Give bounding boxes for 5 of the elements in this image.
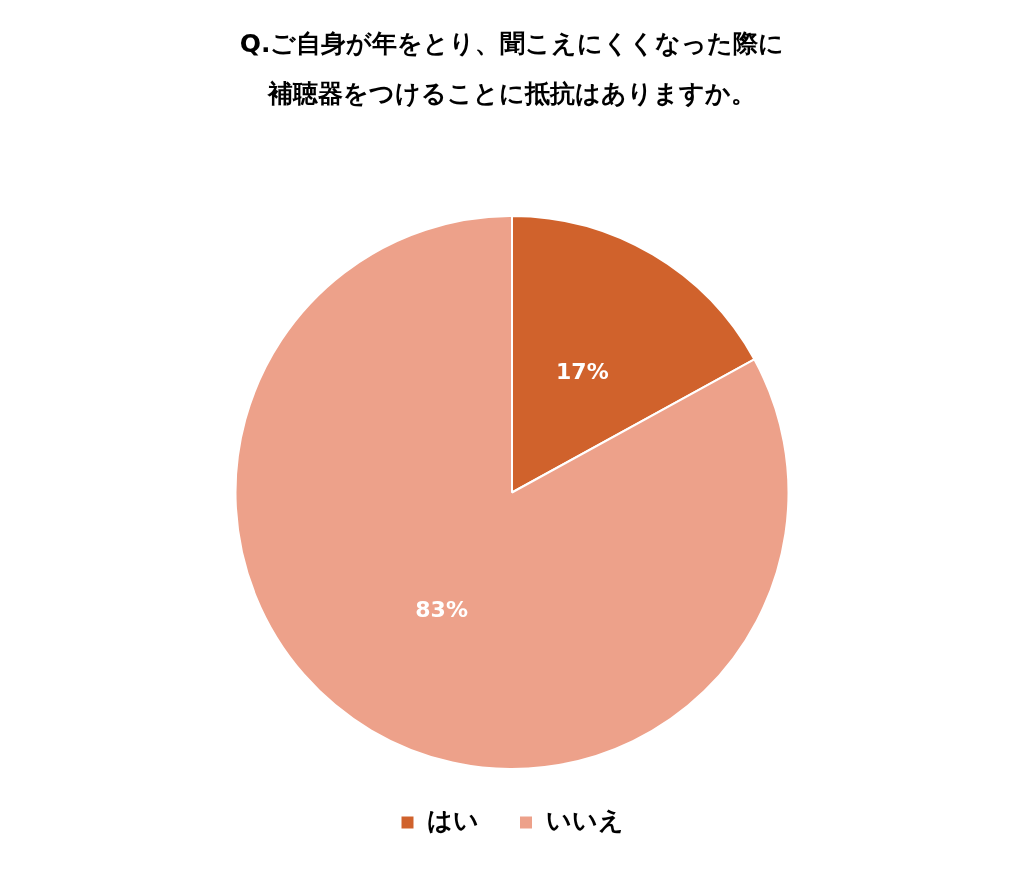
- legend-label: いいえ: [545, 806, 624, 835]
- data-label: 17%: [556, 359, 609, 385]
- data-label: 83%: [415, 597, 468, 623]
- legend-label: はい: [427, 806, 479, 835]
- chart-title: Q.ご自身が年をとり、聞こえにくくなった際に補聴器をつけることに抵抗はありますか。: [239, 28, 785, 108]
